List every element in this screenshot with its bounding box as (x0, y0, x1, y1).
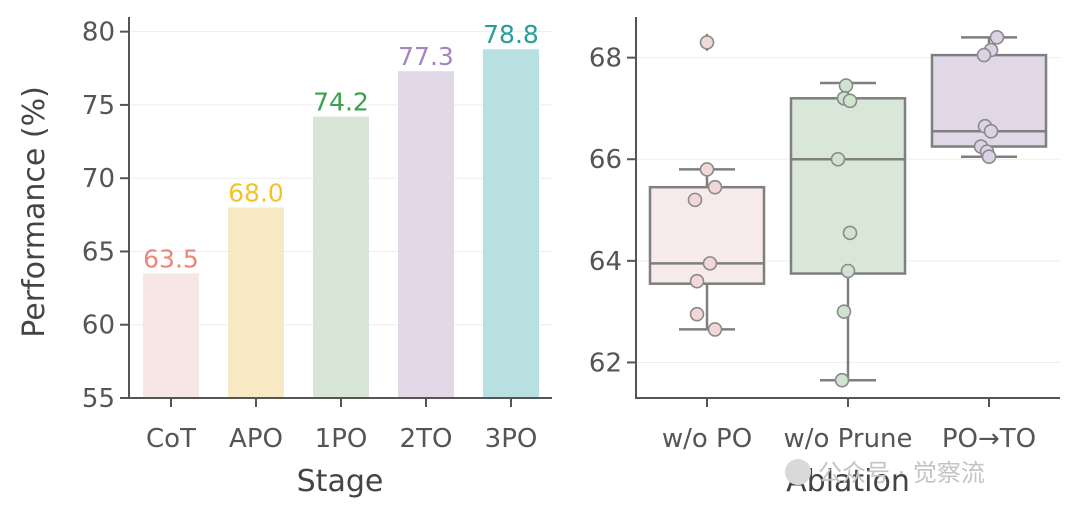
bar-chart-y-tick-label: 80 (82, 18, 115, 48)
box-data-point (699, 162, 715, 177)
bar-chart-value-labels: 63.5 68.0 74.2 77.3 78.8 (143, 20, 539, 273)
box-plot-y-tick-label: 62 (589, 348, 622, 378)
box-data-point (707, 179, 723, 195)
box-plot-y-tick-label: 68 (589, 44, 622, 74)
bar-2to (398, 71, 454, 398)
box-data-point (838, 78, 854, 93)
bar-chart-x-tick-label: 2TO (400, 424, 453, 454)
bar-chart-x-tick-label: CoT (146, 424, 196, 454)
bar-chart-y-tick-label: 75 (82, 91, 115, 121)
box-plot-x-tick-label: PO→TO (942, 424, 1036, 454)
bar-chart-y-tick-label: 65 (82, 237, 115, 267)
box-data-point (989, 30, 1005, 45)
box-plot-x-tick-label: w/o Prune (783, 424, 912, 454)
bar-chart-y-axis-label: Performance (%) (17, 86, 52, 338)
box-data-point (830, 151, 846, 167)
box-data-point (976, 47, 992, 63)
box-data-point (699, 35, 715, 50)
box-plot-x-ticks: w/o PO w/o Prune PO→TO (662, 398, 1036, 454)
box-data-point (842, 93, 858, 109)
bar-chart-bars (143, 49, 539, 399)
bar-chart-stage: 63.5 68.0 74.2 77.3 78.8 55 60 65 70 75 80 CoT APO… (17, 17, 552, 499)
bar-chart-y-tick-label: 55 (82, 384, 115, 414)
bar-chart-x-tick-label: 1PO (315, 424, 368, 454)
watermark-icon (785, 459, 811, 485)
watermark: 公众号 · 觉察流 (785, 459, 985, 487)
box-1 (789, 81, 907, 382)
bar-chart-x-axis-label: Stage (297, 464, 384, 499)
box-data-point (707, 322, 723, 337)
box-data-point (840, 263, 856, 279)
box-plot-y-tick-label: 66 (589, 145, 622, 175)
bar-chart-y-tick-label: 70 (82, 164, 115, 194)
box-data-point (834, 372, 850, 388)
box-data-point (687, 192, 703, 208)
box-iqr (789, 97, 907, 275)
box-data-point (983, 124, 999, 139)
box-plot-x-tick-label: w/o PO (662, 424, 752, 454)
box-plot-points (687, 30, 1005, 388)
box-data-point (842, 225, 858, 241)
box-0 (648, 33, 766, 331)
bar-chart-y-ticks: 55 60 65 70 75 80 (82, 18, 129, 414)
watermark-text: 公众号 · 觉察流 (818, 459, 985, 487)
bar-value-label: 74.2 (313, 88, 369, 117)
box-iqr (648, 185, 766, 285)
bar-chart-x-tick-label: APO (229, 424, 283, 454)
bar-3po (483, 49, 539, 398)
bar-value-label: 78.8 (483, 20, 539, 49)
bar-chart-x-ticks: CoT APO 1PO 2TO 3PO (146, 398, 537, 454)
bar-value-label: 63.5 (143, 244, 199, 273)
box-plot-boxes (648, 33, 1048, 382)
box-plot-y-tick-label: 64 (589, 247, 622, 277)
box-data-point (689, 273, 705, 289)
box-data-point (981, 149, 997, 164)
box-plot-y-ticks: 62 64 66 68 (589, 44, 636, 378)
bar-chart-y-tick-label: 60 (82, 311, 115, 341)
bar-value-label: 68.0 (228, 179, 284, 208)
bar-cot (143, 273, 199, 398)
bar-1po (313, 116, 369, 399)
box-data-point (836, 304, 852, 319)
bar-chart-x-tick-label: 3PO (485, 424, 538, 454)
box-data-point (702, 256, 718, 271)
bar-value-label: 77.3 (398, 42, 454, 71)
bar-apo (228, 207, 284, 398)
box-data-point (689, 306, 705, 322)
